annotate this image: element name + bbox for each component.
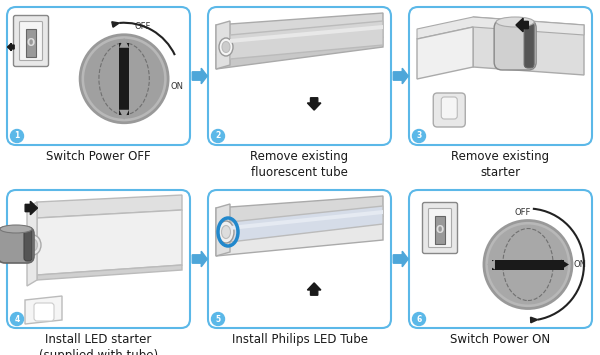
Polygon shape: [561, 260, 569, 269]
Polygon shape: [37, 195, 182, 218]
Bar: [492, 260, 564, 269]
Circle shape: [413, 130, 425, 142]
Polygon shape: [216, 196, 383, 232]
Polygon shape: [216, 21, 230, 69]
Circle shape: [11, 312, 23, 326]
Text: OFF: OFF: [134, 22, 151, 31]
Polygon shape: [307, 283, 321, 295]
Polygon shape: [25, 201, 37, 215]
Ellipse shape: [25, 235, 41, 255]
Ellipse shape: [219, 38, 233, 56]
Text: Switch Power OFF: Switch Power OFF: [46, 150, 151, 163]
FancyBboxPatch shape: [7, 7, 190, 145]
Polygon shape: [393, 251, 408, 267]
FancyBboxPatch shape: [422, 202, 458, 253]
Polygon shape: [230, 21, 383, 59]
Text: ON: ON: [574, 260, 587, 269]
FancyBboxPatch shape: [441, 97, 457, 119]
Polygon shape: [230, 25, 383, 43]
Polygon shape: [216, 204, 230, 256]
Polygon shape: [37, 265, 182, 280]
Polygon shape: [516, 18, 529, 32]
Text: ON: ON: [170, 82, 183, 91]
Text: OFF: OFF: [515, 208, 531, 217]
Circle shape: [80, 35, 168, 123]
FancyBboxPatch shape: [409, 190, 592, 328]
Polygon shape: [216, 216, 383, 256]
Polygon shape: [192, 251, 207, 267]
Polygon shape: [417, 27, 473, 79]
Text: 6: 6: [416, 315, 422, 323]
FancyBboxPatch shape: [208, 7, 391, 145]
Circle shape: [413, 312, 425, 326]
Bar: [119, 43, 129, 115]
Text: Install Philips LED Tube: Install Philips LED Tube: [232, 333, 367, 346]
Polygon shape: [230, 206, 383, 242]
Polygon shape: [25, 296, 62, 324]
FancyBboxPatch shape: [34, 303, 54, 321]
Polygon shape: [216, 37, 383, 69]
FancyBboxPatch shape: [0, 227, 34, 263]
Circle shape: [484, 220, 572, 308]
Polygon shape: [216, 13, 383, 55]
Polygon shape: [487, 260, 495, 269]
FancyBboxPatch shape: [14, 16, 49, 66]
Text: Switch Power ON: Switch Power ON: [451, 333, 551, 346]
FancyBboxPatch shape: [208, 190, 391, 328]
Text: O: O: [436, 225, 444, 235]
FancyBboxPatch shape: [428, 208, 452, 247]
Circle shape: [11, 130, 23, 142]
FancyBboxPatch shape: [24, 229, 32, 261]
FancyBboxPatch shape: [409, 7, 592, 145]
Text: Remove existing
fluorescent tube: Remove existing fluorescent tube: [250, 150, 349, 180]
Ellipse shape: [222, 42, 230, 53]
Ellipse shape: [29, 239, 37, 251]
Ellipse shape: [0, 225, 32, 233]
Polygon shape: [119, 38, 129, 48]
Text: Remove existing
starter: Remove existing starter: [451, 150, 550, 180]
Polygon shape: [119, 110, 129, 120]
Polygon shape: [37, 210, 182, 275]
Ellipse shape: [496, 17, 534, 27]
Circle shape: [84, 39, 164, 119]
Polygon shape: [307, 98, 321, 110]
Polygon shape: [7, 43, 14, 51]
Text: 3: 3: [416, 131, 422, 141]
Ellipse shape: [218, 221, 234, 243]
Text: 5: 5: [215, 315, 221, 323]
Ellipse shape: [221, 225, 230, 239]
Text: O: O: [27, 38, 35, 48]
Polygon shape: [27, 202, 37, 286]
FancyBboxPatch shape: [494, 20, 536, 70]
FancyBboxPatch shape: [19, 22, 43, 60]
Polygon shape: [417, 17, 584, 39]
FancyBboxPatch shape: [7, 190, 190, 328]
Polygon shape: [192, 68, 207, 84]
Polygon shape: [473, 17, 584, 75]
Text: 1: 1: [14, 131, 20, 141]
Text: 4: 4: [14, 315, 20, 323]
Polygon shape: [230, 210, 383, 230]
FancyBboxPatch shape: [524, 22, 534, 68]
FancyBboxPatch shape: [433, 93, 465, 127]
Polygon shape: [112, 22, 119, 27]
Bar: [26, 29, 36, 57]
Circle shape: [488, 224, 568, 305]
Circle shape: [212, 312, 224, 326]
Polygon shape: [393, 68, 408, 84]
Text: Install LED starter
(supplied with tube): Install LED starter (supplied with tube): [39, 333, 158, 355]
Polygon shape: [530, 317, 538, 323]
Circle shape: [212, 130, 224, 142]
Bar: [435, 216, 445, 244]
Text: 2: 2: [215, 131, 221, 141]
